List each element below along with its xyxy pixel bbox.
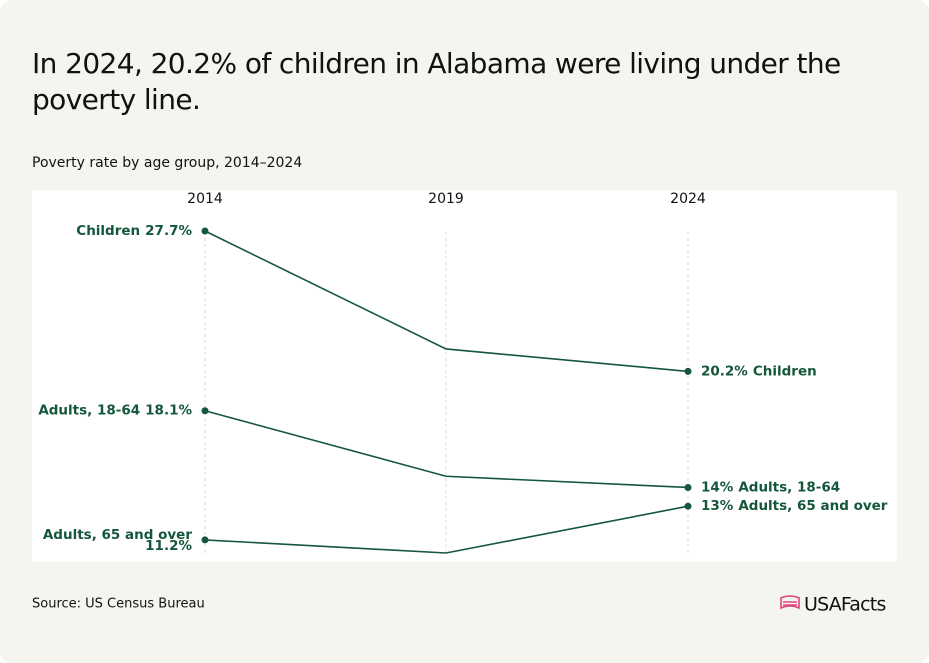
value-label: 13% [701, 498, 734, 514]
left-label: Children 27.7% [76, 223, 192, 239]
value-label: 14% [701, 479, 734, 495]
chart-subtitle: Poverty rate by age group, 2014–2024 [32, 155, 302, 171]
logo: USAFacts [804, 594, 886, 616]
value-label: 20.2% [701, 363, 748, 379]
line [204, 230, 689, 373]
logo-icon [780, 595, 800, 610]
right-label: 13% Adults, 65 and over [701, 498, 888, 514]
x-tick-label: 2019 [428, 191, 464, 207]
series-label: Children [76, 223, 140, 239]
line [204, 505, 689, 554]
series-label: Adults, 65 and over [43, 527, 192, 543]
series-label: Adults, 65 and over [738, 498, 887, 514]
x-tick-label: 2014 [187, 191, 223, 207]
value-label: 18.1% [145, 403, 192, 419]
value-label: 27.7% [145, 223, 192, 239]
chart-title: In 2024, 20.2% of children in Alabama we… [32, 47, 841, 116]
point [684, 483, 692, 491]
value-label: 11.2% [145, 538, 192, 554]
x-tick-label: 2024 [670, 191, 706, 207]
point [684, 367, 692, 375]
left-label: Adults, 18-64 18.1% [38, 403, 192, 419]
point [684, 502, 692, 510]
plot-area [32, 190, 897, 562]
point [201, 407, 209, 415]
series-label: Adults, 18-64 [738, 479, 840, 495]
right-label: 14% Adults, 18-64 [701, 479, 840, 495]
series-label: Children [753, 363, 817, 379]
line [204, 409, 689, 489]
point [201, 536, 209, 544]
series-label: Adults, 18-64 [38, 403, 140, 419]
right-label: 20.2% Children [701, 363, 817, 379]
source: Source: US Census Bureau [32, 597, 205, 612]
point [201, 227, 209, 235]
